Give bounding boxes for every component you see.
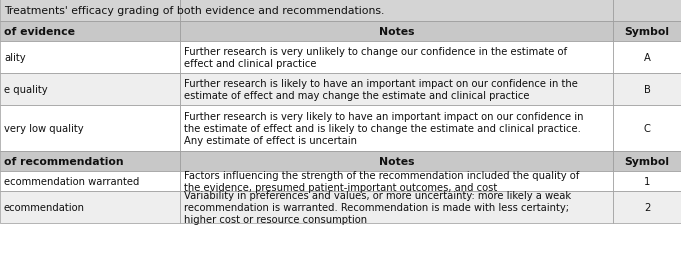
Bar [0, 106, 180, 151]
Text: of recommendation: of recommendation [4, 156, 124, 166]
Text: Further research is very unlikely to change our confidence in the estimate of
ef: Further research is very unlikely to cha… [185, 47, 567, 69]
Bar [180, 22, 613, 42]
Text: Symbol: Symbol [624, 156, 669, 166]
Bar [613, 0, 681, 22]
Text: 2: 2 [644, 202, 650, 212]
Bar [613, 22, 681, 42]
Text: 1: 1 [644, 176, 650, 186]
Bar [613, 151, 681, 171]
Bar [613, 74, 681, 106]
Bar [180, 191, 613, 223]
Bar [0, 191, 180, 223]
Bar [180, 106, 613, 151]
Text: of evidence: of evidence [4, 27, 75, 37]
Bar [0, 22, 180, 42]
Bar [0, 0, 180, 22]
Bar [613, 171, 681, 191]
Text: A: A [644, 53, 650, 63]
Text: Symbol: Symbol [624, 27, 669, 37]
Text: e quality: e quality [4, 85, 48, 95]
Text: Factors influencing the strength of the recommendation included the quality of
t: Factors influencing the strength of the … [185, 170, 580, 193]
Text: B: B [644, 85, 650, 95]
Bar [613, 42, 681, 74]
Bar [180, 42, 613, 74]
Text: very low quality: very low quality [4, 123, 84, 133]
Bar [0, 42, 180, 74]
Text: Variability in preferences and values, or more uncertainty: more likely a weak
r: Variability in preferences and values, o… [185, 190, 571, 225]
Text: Notes: Notes [379, 27, 415, 37]
Bar [180, 74, 613, 106]
Bar [0, 171, 180, 191]
Text: ality: ality [4, 53, 26, 63]
Bar [613, 191, 681, 223]
Text: Treatments' efficacy grading of both evidence and recommendations.: Treatments' efficacy grading of both evi… [4, 6, 384, 16]
Text: ecommendation warranted: ecommendation warranted [4, 176, 140, 186]
Bar [180, 171, 613, 191]
Text: ecommendation: ecommendation [4, 202, 85, 212]
Text: Further research is very likely to have an important impact on our confidence in: Further research is very likely to have … [185, 111, 584, 146]
Bar [0, 151, 180, 171]
Text: C: C [644, 123, 650, 133]
Bar [613, 106, 681, 151]
Text: Further research is likely to have an important impact on our confidence in the
: Further research is likely to have an im… [185, 78, 578, 101]
Bar [180, 0, 613, 22]
Bar [0, 74, 180, 106]
Bar [180, 151, 613, 171]
Text: Notes: Notes [379, 156, 415, 166]
